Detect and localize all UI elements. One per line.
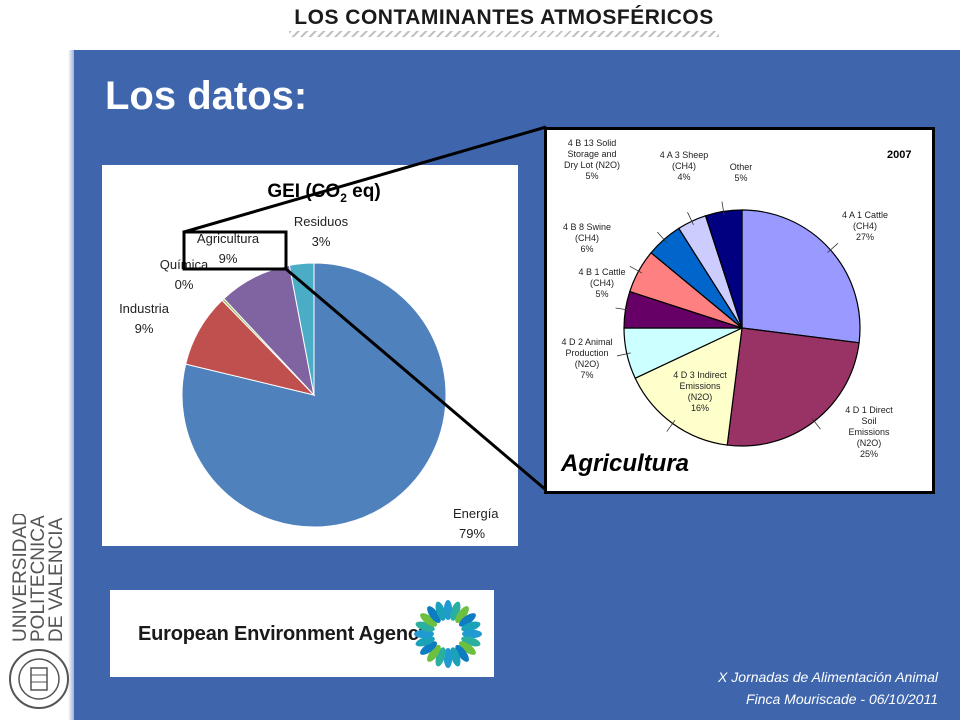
eea-petal <box>427 644 441 662</box>
gei-label-energia: Energía <box>453 506 499 521</box>
slide-title: Los datos: <box>105 74 308 118</box>
agri-label-2: 4 D 1 Direct Soil Emissions (N2O) 25% <box>845 405 893 459</box>
agri-slice-2 <box>726 327 860 447</box>
eea-petal <box>458 641 476 655</box>
gei-pct-residuos: 3% <box>312 234 331 249</box>
gei-label-residuos: Residuos <box>294 214 349 229</box>
agri-slice-1 <box>741 209 861 344</box>
year-label: 2007 <box>887 149 911 161</box>
eea-petal <box>415 636 435 647</box>
agri-leader-7 <box>657 231 667 243</box>
agri-leader-5 <box>615 307 630 311</box>
upv-name-line-1: UNIVERSIDAD <box>10 514 31 642</box>
gei-pct-energia: 79% <box>459 526 485 541</box>
upv-seal-icon <box>9 649 69 709</box>
gei-pie-chart: GEI (CO2 eq) Energía 79% Industria 9% Químic… <box>102 165 518 546</box>
gei-pct-agricultura: 9% <box>219 251 238 266</box>
agri-label-1: 4 A 1 Cattle (CH4) 27% <box>842 210 888 242</box>
upv-name-line-2: POLITECNICA <box>28 515 49 642</box>
agri-leader-4 <box>616 352 631 357</box>
agri-label-3: 4 D 3 Indirect Emissions (N2O) 16% <box>673 370 727 413</box>
eea-petal <box>455 644 469 662</box>
agri-leader-9 <box>721 201 725 216</box>
eea-logo-icon <box>414 600 482 668</box>
gei-pct-quimica: 0% <box>175 277 194 292</box>
eea-petal <box>450 647 461 667</box>
eea-petal <box>458 613 476 627</box>
agri-label-7: 4 B 13 Solid Storage and Dry Lot (N2O) 5% <box>564 138 620 181</box>
agriculture-inset: 2007 4 A 1 Cattle (CH4) 27% 4 D 1 Direct Soi… <box>544 127 935 494</box>
gei-pct-industria: 9% <box>135 321 154 336</box>
eea-petal <box>435 601 446 621</box>
gei-label-quimica: Química <box>160 257 209 272</box>
gei-label-industria: Industria <box>119 301 170 316</box>
gei-pie-svg: GEI (CO2 eq) Energía 79% Industria 9% Químic… <box>119 181 499 541</box>
agri-label-5: 4 B 1 Cattle (CH4) 5% <box>578 267 625 299</box>
footer-line-1: X Jornadas de Alimentación Animal <box>718 669 938 685</box>
agriculture-pie-svg: 2007 4 A 1 Cattle (CH4) 27% 4 D 1 Direct Soi… <box>561 138 911 459</box>
gei-chart-title: GEI (CO2 eq) <box>267 181 380 205</box>
agriculture-caption: Agricultura <box>561 450 690 477</box>
agri-label-9: Other 5% <box>730 162 753 183</box>
agri-leader-1 <box>827 243 839 253</box>
agri-label-8: 4 A 3 Sheep (CH4) 4% <box>660 150 709 182</box>
eea-petal <box>461 621 481 632</box>
gei-label-agricultura: Agricultura <box>197 231 260 246</box>
upv-name-logo: UNIVERSIDAD POLITECNICA DE VALENCIA <box>10 514 67 642</box>
eea-petal <box>455 606 469 624</box>
footer-line-2: Finca Mouriscade - 06/10/2011 <box>746 691 938 707</box>
agri-leader-8 <box>687 212 694 226</box>
eea-petal <box>443 600 453 620</box>
eea-petal <box>462 629 482 639</box>
header-title: LOS CONTAMINANTES ATMOSFÉRICOS <box>0 6 960 37</box>
agri-leader-3 <box>666 419 676 432</box>
upv-name-line-3: DE VALENCIA <box>46 517 67 642</box>
eea-petal <box>420 641 438 655</box>
footer: X Jornadas de Alimentación Animal Finca … <box>718 666 938 710</box>
eea-petal <box>414 629 434 639</box>
agri-leader-6 <box>629 265 643 274</box>
eea-petal <box>443 648 453 668</box>
eea-petal <box>420 613 438 627</box>
agri-leader-2 <box>811 417 821 430</box>
eea-logo-box: European Environment Agency <box>110 590 494 677</box>
agri-label-6: 4 B 8 Swine (CH4) 6% <box>563 222 611 254</box>
agri-label-4: 4 D 2 Animal Production (N2O) 7% <box>561 337 612 380</box>
eea-petal <box>427 606 441 624</box>
eea-name: European Environment Agency <box>138 623 430 645</box>
